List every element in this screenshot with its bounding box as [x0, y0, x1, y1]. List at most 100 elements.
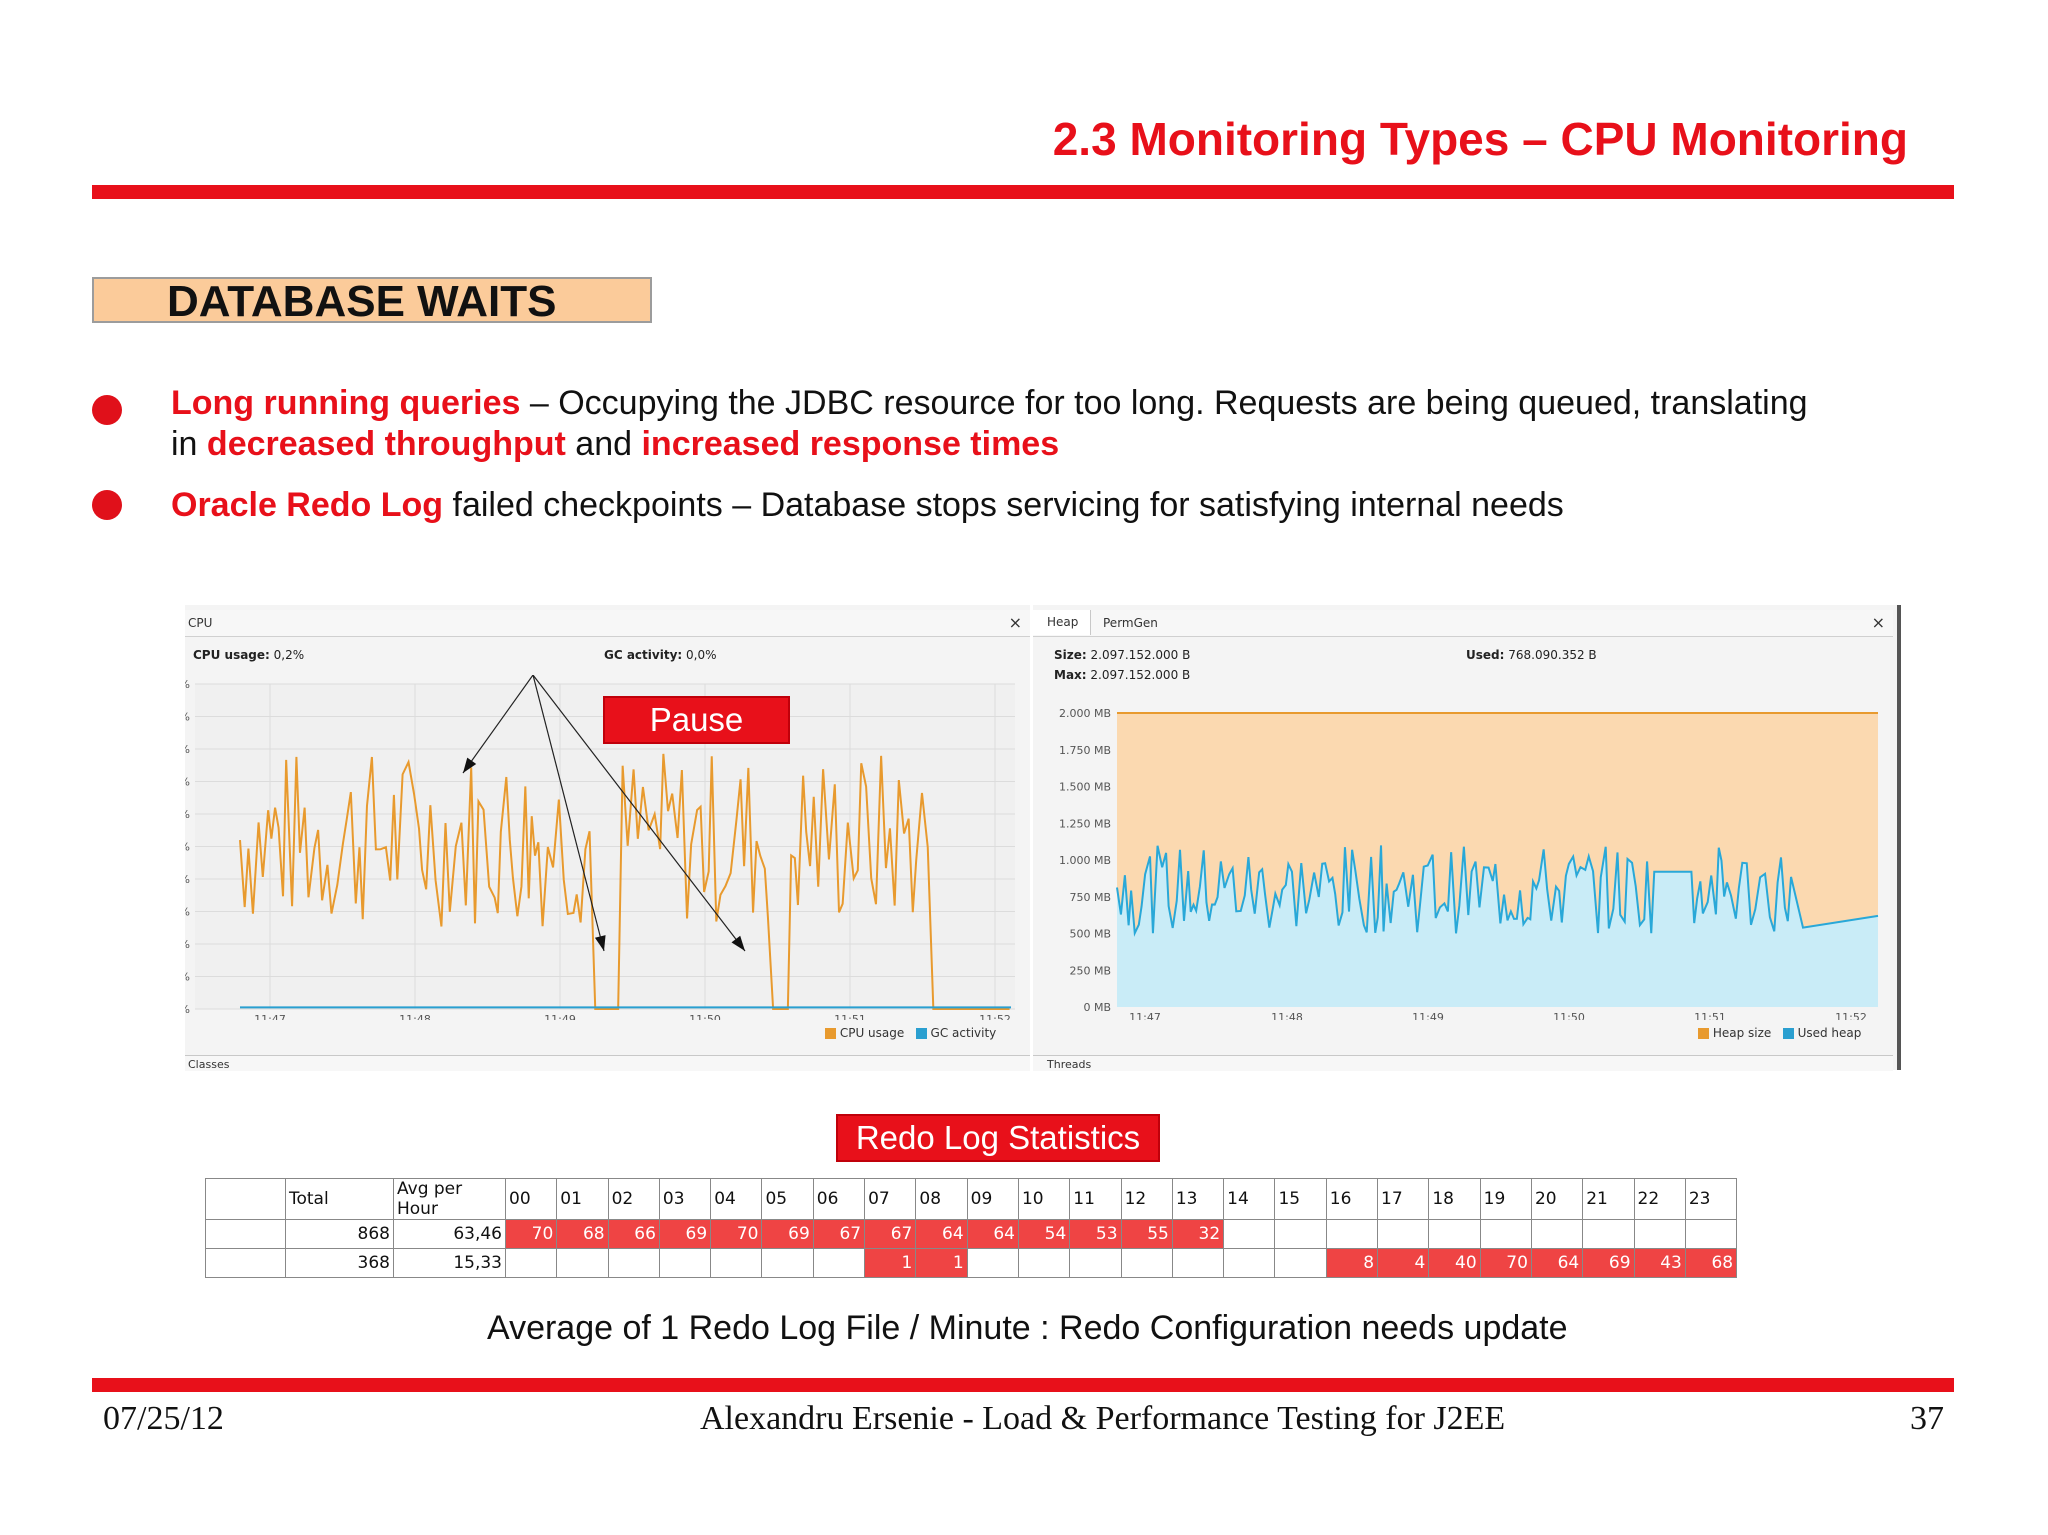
header-cell: 21 — [1582, 1178, 1635, 1220]
heap-tab-bar: Heap PermGen × — [1033, 610, 1893, 637]
tab-permgen[interactable]: PermGen — [1103, 616, 1158, 630]
hour-cell: 1 — [915, 1248, 968, 1278]
y-tick-label: 100% — [185, 678, 190, 691]
pause-annotation: Pause — [603, 696, 790, 744]
y-tick-label: 70% — [185, 776, 190, 789]
header-cell: Total — [285, 1178, 394, 1220]
section-heading: DATABASE WAITS — [92, 277, 652, 325]
legend-gc-activity: GC activity — [930, 1026, 997, 1040]
cpu-legend: CPU usage GC activity — [825, 1026, 996, 1040]
row-spacer — [205, 1248, 286, 1278]
redo-log-table: Total Avg per Hour 00 01 02 03 04 05 06 07 08 09 10 1… — [205, 1178, 1738, 1278]
y-tick-label: 250 MB — [1069, 964, 1111, 977]
hour-cell: 67 — [812, 1219, 866, 1249]
legend-swatch-gc — [915, 1028, 927, 1039]
heap-used-readout: Used: 768.090.352 B — [1466, 648, 1597, 662]
cpu-tab-bar: CPU × — [185, 610, 1030, 637]
cpu-monitor-panel: CPU × CPU usage: 0,2% GC activity: 0,0% … — [185, 605, 1030, 1071]
hour-cell: 69 — [761, 1219, 814, 1249]
pause-arrow-line — [532, 675, 605, 952]
header-cell: 22 — [1633, 1178, 1686, 1220]
hour-cell: 70 — [1479, 1248, 1532, 1278]
tab-heap[interactable]: Heap — [1033, 610, 1092, 635]
title-rule — [92, 185, 1954, 199]
header-cell: 03 — [658, 1178, 712, 1220]
hour-cell — [556, 1248, 609, 1278]
y-tick-label: 20% — [185, 938, 190, 951]
close-icon[interactable]: × — [1008, 613, 1022, 632]
redo-log-statistics-label: Redo Log Statistics — [836, 1114, 1160, 1162]
hour-cell — [1377, 1219, 1430, 1249]
hour-cell: 68 — [556, 1219, 609, 1249]
table-row: 868 63,46 70 68 66 69 70 69 67 67 64 64 54 53 55 32 — [205, 1219, 1738, 1249]
row-spacer — [205, 1219, 286, 1249]
header-cell: 05 — [761, 1178, 814, 1220]
hour-cell: 70 — [504, 1219, 558, 1249]
hour-cell: 66 — [607, 1219, 660, 1249]
hour-cell: 4 — [1377, 1248, 1430, 1278]
legend-swatch-used — [1782, 1028, 1794, 1039]
hour-cell: 64 — [1530, 1248, 1584, 1278]
hour-cell — [1274, 1248, 1327, 1278]
x-tick-label: 11:49 — [1412, 1011, 1444, 1020]
y-tick-label: 750 MB — [1069, 891, 1111, 904]
hour-cell — [1582, 1219, 1635, 1249]
x-tick-label: 11:51 — [1694, 1011, 1726, 1020]
header-cell: Avg per Hour — [393, 1178, 506, 1220]
hour-cell — [1223, 1219, 1276, 1249]
hour-cell — [1325, 1219, 1379, 1249]
header-cell: 01 — [556, 1178, 609, 1220]
total-cell: 868 — [285, 1219, 394, 1249]
header-cell — [205, 1178, 286, 1220]
bullet-dot — [92, 490, 122, 520]
close-icon[interactable]: × — [1871, 613, 1885, 632]
bullet-dot — [92, 395, 122, 425]
tab-threads[interactable]: Threads — [1047, 1058, 1092, 1071]
y-tick-label: 40% — [185, 873, 190, 886]
header-cell: 17 — [1377, 1178, 1430, 1220]
y-tick-label: 1.500 MB — [1059, 781, 1111, 794]
avg-cell: 15,33 — [393, 1248, 506, 1278]
bullet-1-line-2: in decreased throughput and increased re… — [171, 425, 1060, 463]
footer-page-number: 37 — [1910, 1400, 1944, 1437]
legend-cpu-usage: CPU usage — [839, 1026, 905, 1040]
x-tick-label: 11:51 — [834, 1013, 866, 1020]
gc-activity-readout: GC activity: 0,0% — [604, 648, 717, 662]
panel-scrollbar-edge — [1897, 605, 1901, 1070]
header-cell: 00 — [504, 1178, 558, 1220]
header-cell: 06 — [812, 1178, 866, 1220]
header-cell: 08 — [915, 1178, 968, 1220]
hour-cell: 67 — [864, 1219, 917, 1249]
hour-cell — [1171, 1248, 1225, 1278]
footer-rule — [92, 1378, 1954, 1392]
hour-cell — [1530, 1219, 1584, 1249]
footer-author: Alexandru Ersenie - Load & Performance T… — [700, 1400, 1506, 1437]
y-tick-label: 50% — [185, 841, 190, 854]
used-heap-area — [1117, 845, 1878, 1007]
hour-cell: 55 — [1120, 1219, 1173, 1249]
header-cell: 19 — [1479, 1178, 1532, 1220]
redo-caption: Average of 1 Redo Log File / Minute : Re… — [487, 1309, 1568, 1347]
header-cell: 12 — [1120, 1178, 1173, 1220]
tab-classes[interactable]: Classes — [188, 1058, 230, 1071]
hour-cell: 64 — [915, 1219, 968, 1249]
x-tick-label: 11:48 — [399, 1013, 431, 1020]
hour-cell — [761, 1248, 814, 1278]
hour-cell — [1479, 1219, 1532, 1249]
header-cell: 15 — [1274, 1178, 1327, 1220]
header-cell: 11 — [1069, 1178, 1122, 1220]
pause-arrow-head — [463, 757, 477, 773]
hour-cell — [607, 1248, 660, 1278]
heap-legend: Heap size Used heap — [1698, 1026, 1861, 1040]
hour-cell: 64 — [966, 1219, 1019, 1249]
avg-cell: 63,46 — [393, 1219, 506, 1249]
x-tick-label: 11:50 — [1553, 1011, 1585, 1020]
x-tick-label: 11:52 — [979, 1013, 1011, 1020]
hour-cell — [1633, 1219, 1686, 1249]
y-tick-label: 2.000 MB — [1059, 707, 1111, 720]
heap-size-readout: Size: 2.097.152.000 B — [1054, 648, 1191, 662]
hour-cell: 32 — [1171, 1219, 1225, 1249]
hour-cell — [1223, 1248, 1276, 1278]
tab-cpu[interactable]: CPU — [188, 616, 213, 630]
header-cell: 13 — [1171, 1178, 1225, 1220]
